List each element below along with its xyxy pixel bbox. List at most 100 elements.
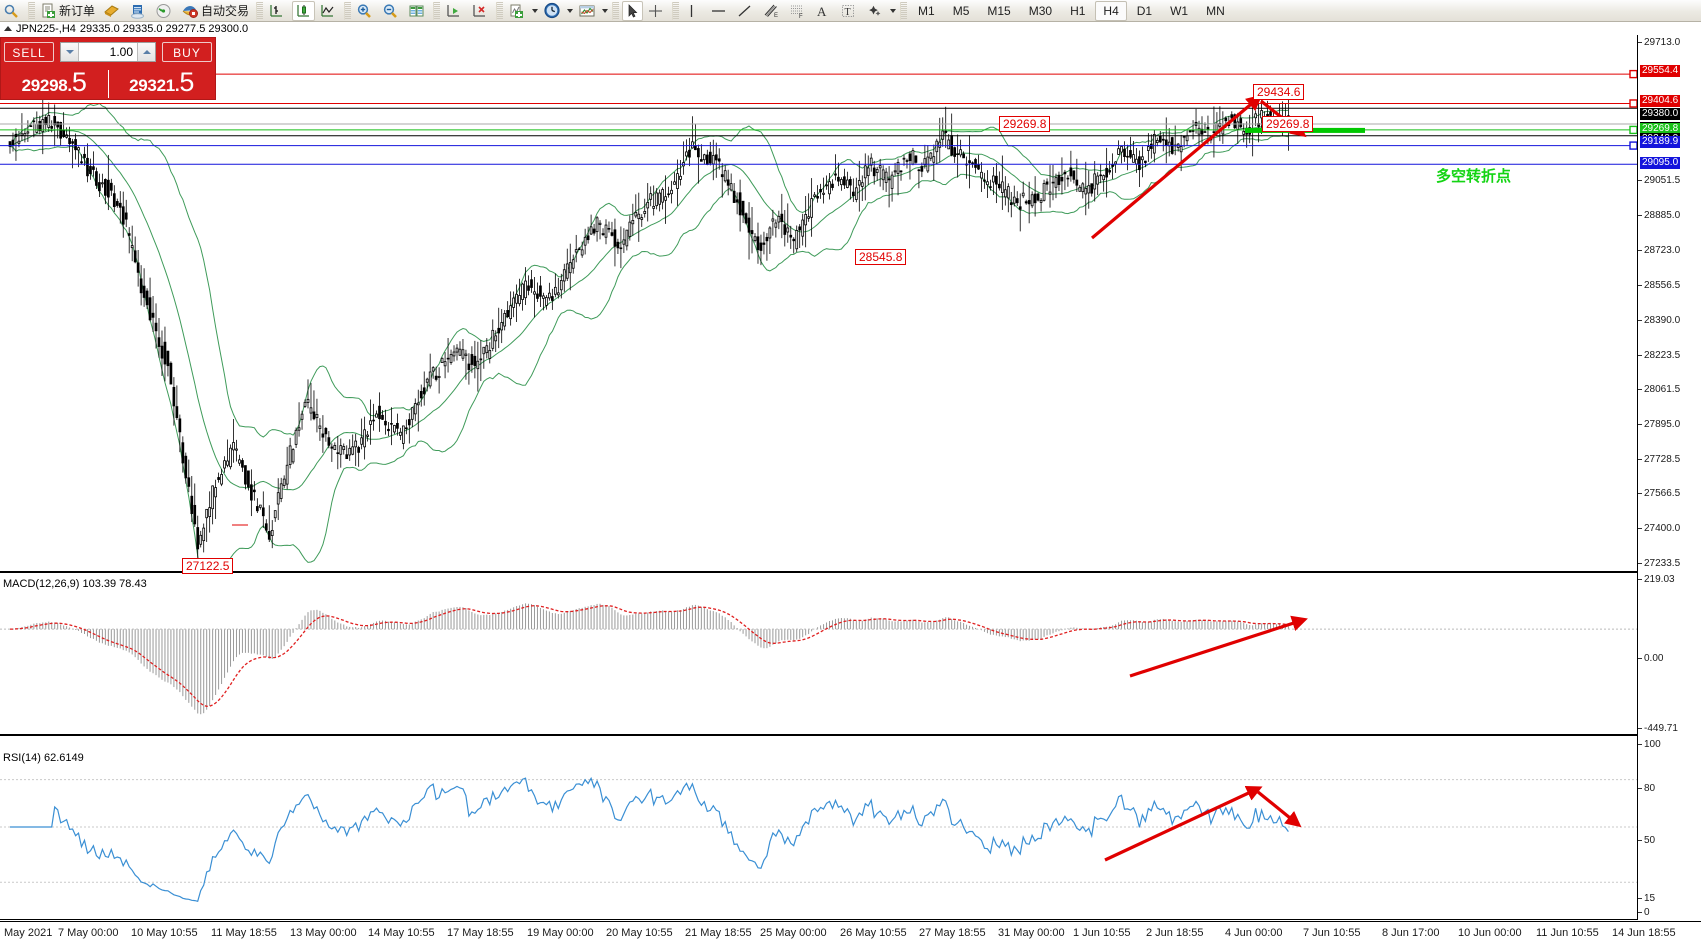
indicator-dropdown-caret-icon[interactable] (532, 8, 539, 13)
equidistant-channel-tool-icon-button[interactable]: E (760, 1, 784, 21)
price-scale[interactable]: 29713.0 29051.5 28885.0 28723.0 28556.5 28390… (1638, 35, 1701, 603)
toolbar-separator-4 (433, 1, 441, 20)
timeframe-h1[interactable]: H1 (1070, 3, 1086, 18)
axis-tick-label: 0 (1638, 908, 1650, 918)
macd-indicator-pane[interactable] (0, 575, 1637, 736)
chevron-down-icon (65, 49, 74, 54)
sell-price-main: 29298 (21, 76, 68, 95)
time-tick-label: 13 May 00:00 (290, 927, 357, 939)
timeframe-m1[interactable]: M1 (918, 3, 935, 18)
rsi-canvas[interactable] (0, 740, 1637, 920)
timeframe-w1[interactable]: W1 (1170, 3, 1189, 18)
collapse-triangle-icon[interactable] (4, 26, 12, 31)
shapes-tool-icon-button[interactable] (864, 1, 888, 21)
zoom-out-icon-button[interactable] (380, 1, 404, 21)
period-dropdown-caret-icon[interactable] (567, 8, 574, 13)
price-chart-canvas[interactable] (0, 35, 1637, 573)
price-level-handle[interactable] (1629, 125, 1637, 135)
news-icon-button[interactable] (127, 1, 151, 21)
buy-button[interactable]: BUY (162, 41, 212, 62)
vertical-line-tool-icon-button[interactable] (682, 1, 706, 21)
symbol-info-bar: JPN225-,H4 29335.0 29335.0 29277.5 29300… (0, 22, 1701, 35)
text-label-tool-icon-button[interactable]: T (838, 1, 862, 21)
macd-trend-arrow[interactable] (1129, 615, 1308, 678)
rsi-scale[interactable]: 100 80 50 15 0 (1638, 740, 1701, 920)
timeframe-m15[interactable]: M15 (987, 3, 1011, 18)
template-icon-button[interactable] (576, 1, 600, 21)
volume-increase-button[interactable] (137, 42, 155, 61)
horizontal-line-tool-icon-button[interactable] (708, 1, 732, 21)
buy-price: 29321 . 5 (109, 67, 216, 98)
fibonacci-tool-icon-button[interactable]: F (786, 1, 810, 21)
price-level-handle[interactable] (1629, 99, 1637, 108)
time-scale[interactable]: May 2021 7 May 00:00 10 May 10:55 11 May 18… (0, 921, 1701, 945)
axis-tick-label: 28723.0 (1638, 246, 1680, 256)
candlestick-chart-icon-button[interactable] (292, 0, 316, 21)
line-chart-icon-button[interactable] (317, 1, 341, 21)
time-tick-label: 20 May 10:55 (606, 927, 673, 939)
buy-price-main: 29321 (129, 76, 175, 95)
volume-stepper[interactable]: 1.00 (60, 41, 156, 62)
rsi-downtrend-arrow[interactable] (1256, 790, 1302, 828)
timeframe-mn[interactable]: MN (1206, 3, 1225, 18)
axis-tick-label: 15 (1638, 894, 1655, 904)
buy-price-frac: 5 (179, 67, 195, 97)
timeframe-d1[interactable]: D1 (1136, 3, 1153, 18)
trade-history-icon-button[interactable] (101, 1, 125, 21)
axis-tick-label: 28061.5 (1638, 385, 1680, 395)
search-icon-button[interactable] (1, 1, 25, 21)
shapes-dropdown-caret-icon[interactable] (890, 8, 897, 13)
axis-tick-label: 27728.5 (1638, 455, 1680, 465)
crosshair-tool-icon-button[interactable] (645, 1, 669, 21)
axis-tick-label: 29051.5 (1638, 176, 1680, 186)
price-axis-separator (1637, 35, 1638, 920)
timeframe-group: M1 M5 M15 M30 H1 H4 D1 W1 MN (909, 0, 1234, 21)
new-order-button[interactable]: 新订单 (38, 1, 99, 21)
toolbar-separator-3 (344, 1, 352, 20)
toolbar-separator-6 (612, 1, 620, 20)
timeframe-h4[interactable]: H4 (1095, 0, 1127, 21)
candlestick-series (8, 91, 1290, 560)
toolbar-separator (28, 1, 35, 20)
macd-canvas[interactable] (0, 575, 1637, 736)
zoom-in-icon-button[interactable] (354, 1, 378, 21)
cursor-tool-icon-button[interactable] (622, 0, 644, 21)
axis-tick-label: 50 (1638, 836, 1655, 846)
price-levels[interactable] (0, 73, 1637, 165)
time-tick-label: 2 Jun 18:55 (1146, 927, 1204, 939)
timeframe-m30[interactable]: M30 (1028, 3, 1053, 18)
axis-tick-label: 28885.0 (1638, 211, 1680, 221)
time-tick-label: 11 May 18:55 (211, 927, 277, 939)
uptrend-arrow[interactable] (1090, 94, 1263, 240)
resistance-zone-marker[interactable] (1245, 127, 1365, 133)
rsi-uptrend-arrow[interactable] (1104, 785, 1263, 862)
price-level-handle[interactable] (1629, 141, 1637, 150)
sell-button[interactable]: SELL (4, 41, 54, 62)
auto-trading-button[interactable]: 自动交易 (179, 1, 253, 21)
rsi-indicator-pane[interactable] (0, 740, 1637, 920)
macd-signal-line (10, 605, 1289, 707)
time-tick-label: 19 May 00:00 (527, 927, 594, 939)
auto-scroll-icon-button[interactable] (469, 1, 493, 21)
price-chart-pane[interactable] (0, 35, 1637, 573)
text-tool-icon-button[interactable]: A (812, 1, 836, 21)
bar-chart-icon-button[interactable] (266, 1, 290, 21)
chart-shift-icon-button[interactable] (443, 1, 467, 21)
tile-windows-icon-button[interactable] (406, 1, 430, 21)
macd-scale[interactable]: 219.03 0.00 -449.71 (1638, 575, 1701, 736)
svg-text:E: E (774, 13, 778, 19)
add-indicator-icon-button[interactable] (506, 1, 530, 21)
volume-decrease-button[interactable] (61, 42, 79, 61)
price-level-handle[interactable] (1629, 69, 1637, 79)
time-tick-label: 26 May 10:55 (840, 927, 907, 939)
chevron-up-icon (142, 49, 151, 54)
volume-input[interactable]: 1.00 (109, 44, 133, 59)
time-tick-label: 31 May 00:00 (998, 927, 1065, 939)
macd-histogram (12, 603, 1289, 715)
template-dropdown-caret-icon[interactable] (602, 8, 609, 13)
period-clock-icon-button[interactable] (541, 1, 565, 21)
signal-icon-button[interactable] (153, 1, 177, 21)
trendline-tool-icon-button[interactable] (734, 1, 758, 21)
timeframe-m5[interactable]: M5 (952, 3, 970, 18)
